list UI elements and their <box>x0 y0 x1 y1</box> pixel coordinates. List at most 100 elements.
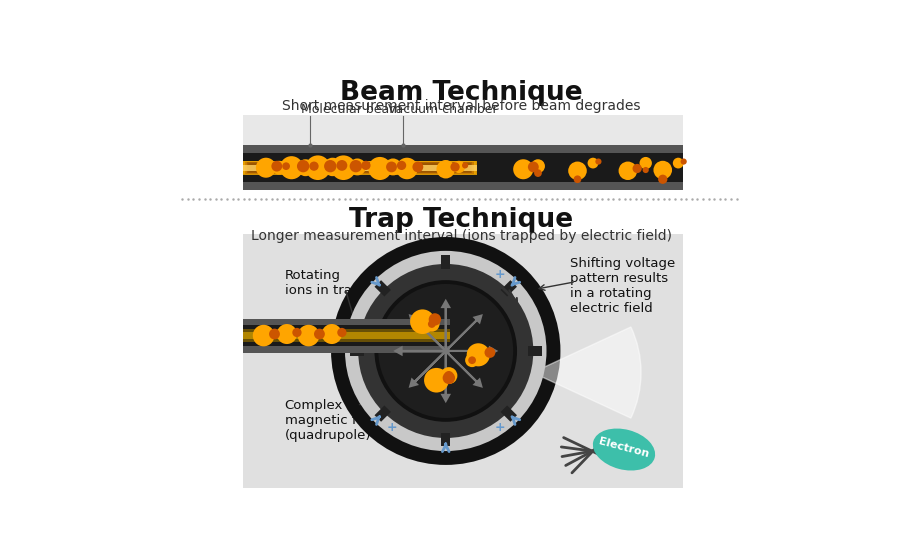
Circle shape <box>368 157 392 180</box>
Bar <box>243 346 450 353</box>
Circle shape <box>484 347 495 358</box>
Text: Shifting voltage
pattern results
in a rotating
electric field: Shifting voltage pattern results in a ro… <box>570 257 675 315</box>
Circle shape <box>338 328 346 337</box>
Circle shape <box>292 328 302 337</box>
Circle shape <box>256 158 276 178</box>
Circle shape <box>277 324 297 344</box>
Circle shape <box>573 175 581 183</box>
Circle shape <box>396 158 418 179</box>
Circle shape <box>314 329 325 339</box>
Bar <box>243 329 450 342</box>
Circle shape <box>445 371 454 380</box>
Circle shape <box>424 368 449 393</box>
Circle shape <box>331 155 356 180</box>
Circle shape <box>324 160 337 172</box>
Bar <box>247 162 472 173</box>
Circle shape <box>443 372 455 384</box>
Circle shape <box>673 158 684 168</box>
FancyArrow shape <box>446 348 496 354</box>
FancyArrow shape <box>410 351 446 387</box>
Circle shape <box>410 309 435 334</box>
Bar <box>244 161 476 174</box>
Bar <box>243 319 450 325</box>
FancyArrow shape <box>442 301 449 351</box>
Circle shape <box>465 353 479 367</box>
Circle shape <box>653 161 672 179</box>
Circle shape <box>331 237 561 465</box>
Text: +: + <box>386 422 397 434</box>
Circle shape <box>436 160 455 178</box>
Circle shape <box>349 159 366 175</box>
Bar <box>243 182 683 190</box>
Circle shape <box>280 156 303 179</box>
Bar <box>249 163 471 173</box>
Circle shape <box>640 157 652 169</box>
Bar <box>251 164 468 172</box>
Bar <box>528 346 542 355</box>
FancyArrow shape <box>410 316 446 351</box>
Circle shape <box>297 159 314 176</box>
Circle shape <box>468 356 476 364</box>
FancyArrow shape <box>442 351 449 401</box>
Text: +: + <box>495 267 505 281</box>
Circle shape <box>643 167 649 173</box>
Circle shape <box>361 161 371 170</box>
FancyArrow shape <box>395 348 446 354</box>
Text: Short measurement interval before beam degrades: Short measurement interval before beam d… <box>282 99 641 113</box>
Bar <box>250 164 469 172</box>
Circle shape <box>440 367 457 384</box>
Circle shape <box>658 175 668 184</box>
Circle shape <box>386 162 397 172</box>
Circle shape <box>428 313 441 325</box>
Circle shape <box>253 325 274 346</box>
Ellipse shape <box>593 428 655 471</box>
Bar <box>243 234 683 488</box>
Bar <box>500 405 517 422</box>
Circle shape <box>528 162 539 172</box>
Bar <box>374 280 391 296</box>
Circle shape <box>618 162 637 180</box>
Text: Complex
magnetic field
(quadrupole): Complex magnetic field (quadrupole) <box>284 399 381 442</box>
Bar <box>243 165 477 171</box>
Circle shape <box>680 159 687 165</box>
Bar <box>441 256 450 270</box>
Circle shape <box>323 158 342 176</box>
Circle shape <box>297 160 310 172</box>
Circle shape <box>534 169 542 177</box>
Circle shape <box>322 324 342 344</box>
Circle shape <box>595 159 601 165</box>
Circle shape <box>568 162 587 180</box>
Bar <box>243 145 683 153</box>
Bar <box>249 163 470 172</box>
Circle shape <box>424 316 439 332</box>
Circle shape <box>310 162 319 171</box>
Circle shape <box>397 161 406 170</box>
Circle shape <box>428 320 436 328</box>
Text: Vacuum chamber: Vacuum chamber <box>389 103 498 116</box>
Text: +: + <box>495 422 505 434</box>
Bar <box>500 280 517 296</box>
Circle shape <box>462 162 468 168</box>
Bar <box>243 333 450 339</box>
Circle shape <box>412 162 423 172</box>
Bar <box>245 162 474 174</box>
Text: Electron: Electron <box>598 437 651 460</box>
Bar <box>243 319 450 353</box>
Circle shape <box>531 159 545 173</box>
Circle shape <box>269 329 280 339</box>
Circle shape <box>374 280 517 422</box>
Circle shape <box>513 159 534 179</box>
Bar <box>374 405 391 422</box>
Circle shape <box>272 161 286 175</box>
Bar <box>349 346 364 355</box>
Text: Molecular beam: Molecular beam <box>301 103 401 116</box>
Circle shape <box>467 343 490 367</box>
Bar <box>243 115 683 165</box>
Text: Beam Technique: Beam Technique <box>340 80 582 106</box>
Circle shape <box>298 325 320 346</box>
Circle shape <box>272 161 283 172</box>
Text: Rotating
ions in trap: Rotating ions in trap <box>284 268 360 296</box>
Text: Longer measurement interval (ions trapped by electric field): Longer measurement interval (ions trappe… <box>251 228 671 242</box>
Circle shape <box>345 251 546 451</box>
Circle shape <box>450 162 460 172</box>
